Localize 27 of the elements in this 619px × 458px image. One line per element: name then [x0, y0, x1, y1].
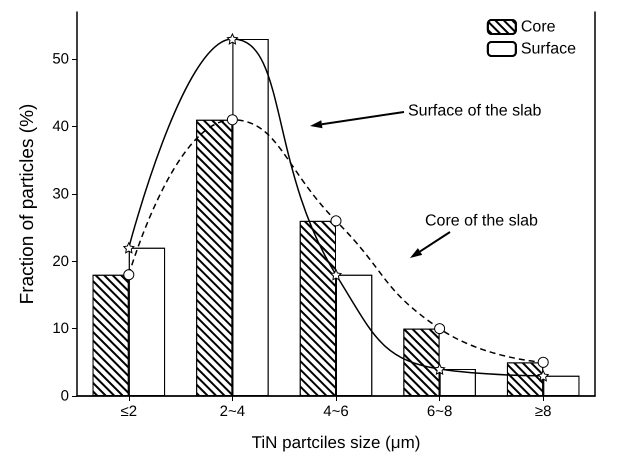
y-tick-label: 10 [52, 320, 69, 338]
point [123, 269, 134, 280]
y-tick-label: 50 [52, 50, 69, 68]
x-tick-label: 2~4 [220, 403, 246, 420]
annotation: Core of the slab [425, 212, 538, 230]
x-tick-label: ≤2 [120, 403, 138, 420]
annotation: Surface of the slab [408, 102, 542, 120]
y-axis-title: Fraction of particles (%) [17, 104, 38, 304]
point [123, 242, 134, 254]
point [330, 215, 342, 226]
x-axis-title: TiN partciles size (μm) [252, 433, 420, 452]
y-tick-label: 30 [52, 185, 69, 202]
point [434, 364, 446, 375]
y-tick-label: 0 [60, 388, 69, 404]
point [226, 33, 238, 44]
point [538, 356, 549, 368]
point [330, 269, 342, 280]
x-tick-label: 6~8 [426, 403, 452, 420]
point [538, 370, 549, 382]
x-tick-label: 4~6 [323, 403, 349, 420]
y-tick-label: 40 [52, 118, 69, 136]
point [226, 114, 238, 126]
legend-label: Surface [520, 40, 576, 58]
x-tick-label: ≥8 [534, 403, 552, 420]
point [434, 323, 446, 334]
legend-label: Core [520, 18, 556, 36]
y-tick-label: 20 [52, 252, 69, 270]
